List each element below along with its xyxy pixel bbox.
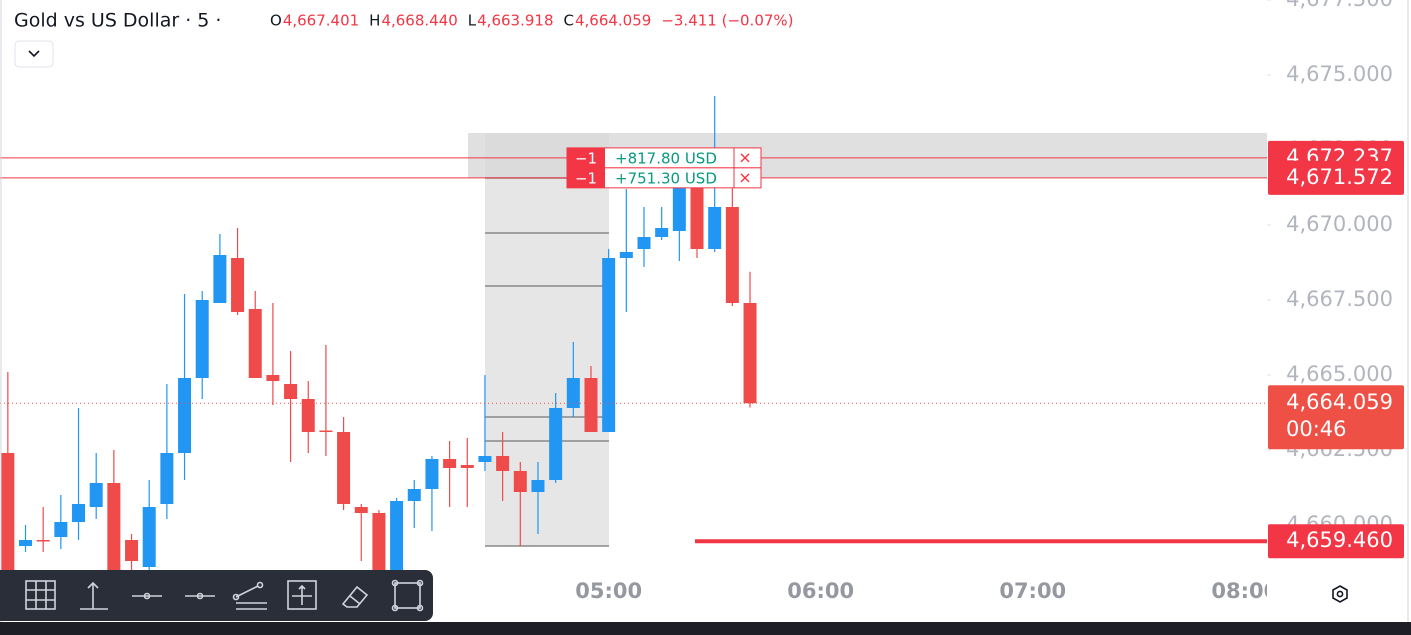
- candle-body: [743, 302, 757, 404]
- candle-body: [390, 501, 404, 570]
- candle-body: [655, 228, 669, 237]
- candle-body: [725, 207, 739, 303]
- candle-body: [284, 384, 298, 399]
- candle-body: [584, 378, 598, 432]
- ohlc-key: C: [563, 12, 573, 30]
- candle-body: [1, 453, 15, 570]
- ohlc-key: L: [468, 12, 477, 30]
- drawing-toolbar: [0, 570, 433, 621]
- tool-eraser[interactable]: [341, 585, 369, 608]
- candle-body: [460, 465, 474, 468]
- candle-body: [637, 237, 651, 249]
- candle-body: [125, 540, 139, 561]
- price-labels: 4,672.2374,671.5724,664.05900:464,659.46…: [1268, 140, 1404, 559]
- symbol: Gold vs US Dollar · 5 ·: [14, 10, 221, 32]
- close-position[interactable]: [740, 153, 750, 163]
- candle-body: [142, 507, 156, 567]
- x-tick-label: 05:00: [575, 579, 642, 603]
- y-tick-label: 4,667.500: [1286, 287, 1393, 311]
- candle-body: [36, 540, 50, 542]
- drawings: [468, 133, 1267, 547]
- bottom-strip: [0, 622, 1411, 635]
- candle-body: [443, 459, 457, 468]
- price-label-bg: [1268, 385, 1404, 450]
- y-tick-label: 4,677.500: [1286, 0, 1393, 11]
- tool-ray[interactable]: [185, 592, 215, 600]
- position-pnl: +817.80 USD: [615, 149, 717, 167]
- candle-body: [407, 489, 421, 501]
- ohlc-value: 4,663.918: [477, 12, 553, 30]
- candle-body: [549, 408, 563, 480]
- time-axis: 05:00 06:00 07:00 08:00: [575, 579, 1278, 603]
- candle-body: [54, 522, 68, 537]
- candle-body: [301, 399, 315, 432]
- candle-body: [478, 456, 492, 462]
- y-tick-label: 4,665.000: [1286, 362, 1393, 386]
- candle-body: [566, 378, 580, 408]
- price-label: 4,659.460: [1286, 528, 1393, 552]
- settings-button[interactable]: [1332, 585, 1348, 603]
- fib-box: [485, 133, 609, 546]
- candle-body: [372, 513, 386, 570]
- candle-body: [19, 540, 33, 546]
- candle-body: [690, 180, 704, 249]
- position-qty: −1: [575, 149, 597, 167]
- candle-body: [266, 375, 280, 381]
- candle-body: [708, 207, 722, 249]
- x-tick-label: 08:00: [1211, 579, 1278, 603]
- tool-hline[interactable]: [132, 592, 162, 600]
- candle-body: [319, 430, 333, 432]
- candle-body: [513, 471, 527, 492]
- candle-body: [602, 258, 616, 432]
- candle-body: [72, 504, 86, 522]
- positions: −1 +817.80 USD −1 +751.30 USD: [566, 147, 762, 189]
- price-label: 4,671.572: [1286, 165, 1393, 189]
- x-tick-label: 06:00: [787, 579, 854, 603]
- position-qty: −1: [575, 169, 597, 187]
- candle-body: [213, 255, 227, 303]
- change: −3.411 (−0.07%): [661, 12, 793, 30]
- price-label: 4,664.059: [1286, 390, 1393, 414]
- tool-grid[interactable]: [25, 580, 56, 610]
- candle-body: [619, 252, 633, 258]
- tool-measure[interactable]: [287, 580, 317, 610]
- ohlc-value: 4,668.440: [381, 12, 457, 30]
- position-qty-bg: [567, 147, 605, 168]
- candle-body: [195, 300, 209, 378]
- x-tick-label: 07:00: [999, 579, 1066, 603]
- price-label-bg: [1268, 160, 1404, 195]
- candle-body: [89, 483, 103, 507]
- countdown: 00:46: [1286, 417, 1347, 441]
- candle-body: [248, 309, 262, 378]
- candle-body: [160, 453, 174, 504]
- close-position[interactable]: [740, 173, 750, 183]
- ohlc-legend: O 4,667.401 H 4,668.440 L 4,663.918 C 4,664.059: [270, 12, 651, 30]
- tool-rect[interactable]: [391, 579, 424, 612]
- candle-body: [425, 459, 439, 489]
- candle-body: [178, 378, 192, 453]
- position-qty-bg: [567, 167, 605, 188]
- ohlc-value: 4,664.059: [575, 12, 651, 30]
- price-label-bg: [1268, 524, 1404, 559]
- y-tick-label: 4,675.000: [1286, 62, 1393, 86]
- candle-body: [531, 480, 545, 492]
- ohlc-value: 4,667.401: [283, 12, 359, 30]
- candle-body: [231, 258, 245, 312]
- collapse-button[interactable]: [14, 40, 54, 68]
- candles: [1, 96, 757, 570]
- candle-body: [337, 432, 351, 504]
- tool-anchor[interactable]: [80, 581, 108, 610]
- ohlc-key: O: [270, 12, 282, 30]
- candle-body: [496, 456, 510, 471]
- y-tick-label: 4,670.000: [1286, 212, 1393, 236]
- ohlc-key: H: [369, 12, 380, 30]
- candle-body: [354, 507, 368, 513]
- candle-body: [107, 483, 121, 570]
- candle-body: [672, 186, 686, 231]
- tool-trend[interactable]: [232, 581, 268, 610]
- position-pnl: +751.30 USD: [615, 169, 717, 187]
